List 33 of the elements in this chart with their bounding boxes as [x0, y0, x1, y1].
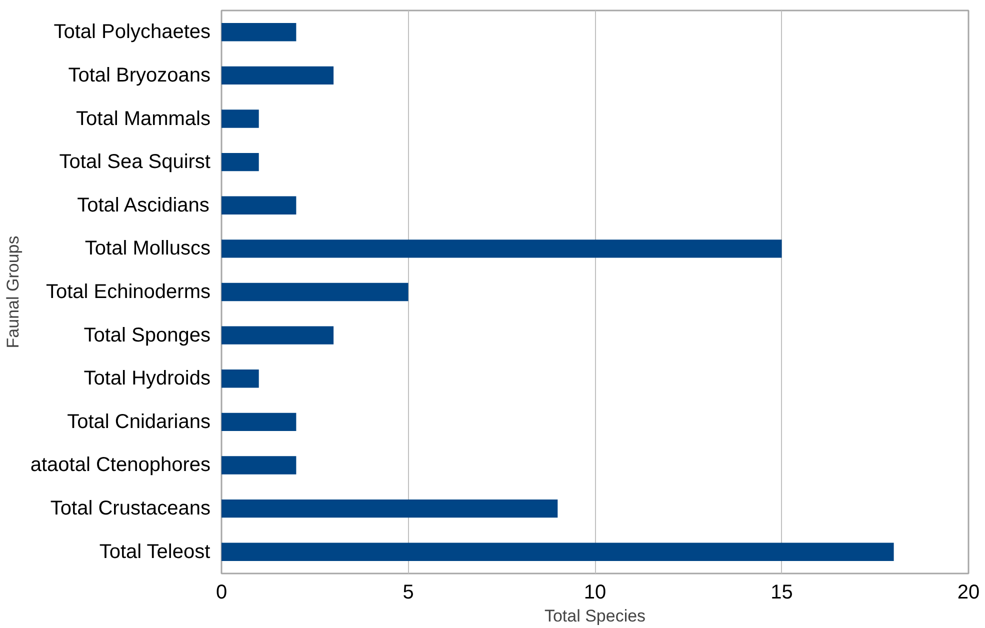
y-axis-title: Faunal Groups — [3, 236, 22, 348]
y-tick-label: Total Sea Squirst — [59, 151, 211, 174]
bar — [222, 542, 894, 561]
bar — [222, 152, 259, 172]
y-tick-label: Total Echinoderms — [46, 281, 211, 303]
y-tick-label: Total Molluscs — [84, 238, 211, 260]
x-axis-title: Total Species — [544, 606, 646, 626]
y-tick-label: Total Polychaetes — [54, 21, 211, 44]
x-tick-label: 10 — [584, 582, 606, 604]
bar — [222, 66, 334, 85]
bar — [222, 370, 259, 388]
bar — [222, 110, 259, 128]
x-tick-label: 15 — [770, 582, 793, 604]
bar — [222, 326, 334, 344]
bar — [222, 456, 296, 474]
y-tick-label: Total Sponges — [84, 324, 211, 346]
y-tick-label: Total Crustaceans — [50, 498, 210, 520]
bar — [222, 412, 296, 432]
bar — [222, 196, 296, 214]
y-tick-label: Total Teleost — [99, 540, 211, 563]
bar — [222, 282, 408, 302]
x-tick-label: 5 — [402, 582, 414, 604]
y-tick-label: Total Cnidarians — [67, 410, 211, 433]
y-tick-label: Total Mammals — [76, 108, 211, 130]
bar — [222, 240, 782, 258]
x-tick-label: 0 — [216, 582, 228, 604]
y-tick-label: Total Hydroids — [84, 368, 210, 390]
y-tick-label: ataotal Ctenophores — [30, 454, 211, 476]
bar — [222, 23, 296, 42]
x-tick-label: 20 — [957, 582, 980, 604]
bar — [222, 499, 558, 518]
y-tick-label: Total Bryozoans — [68, 64, 210, 86]
y-tick-label: Total Ascidians — [77, 194, 210, 216]
